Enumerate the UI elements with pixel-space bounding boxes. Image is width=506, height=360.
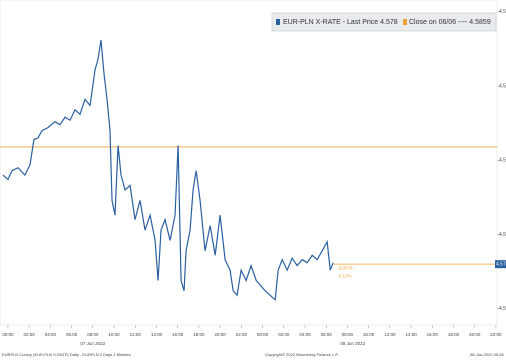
last-price-tag: [495, 260, 506, 269]
x-tick-label: 00:00: [257, 332, 269, 337]
x-tick-label: 16:00: [427, 332, 439, 337]
plot-area: [0, 0, 498, 326]
legend-swatch: [276, 19, 280, 25]
y-tick-label: 4.595: [499, 9, 506, 15]
x-tick-label: 06:00: [321, 332, 333, 337]
x-tick-label: 04:00: [299, 332, 311, 337]
footer-text: 08-Jun-2022 09:28: [470, 352, 504, 357]
x-tick-label: 20:00: [469, 332, 481, 337]
x-tick-label: 22:00: [236, 332, 248, 337]
x-tick-label: 14:00: [151, 332, 163, 337]
date-label: 08 Jun 2022: [340, 341, 365, 346]
x-tick-label: 18:00: [193, 332, 205, 337]
footer-text: EURPLN Curncy (EUR-PLN X-RATE) Daily - E…: [2, 352, 131, 357]
y-tick-label: 4.59: [499, 83, 506, 89]
legend-swatch: [403, 19, 407, 25]
y-tick-label: 4.575: [499, 306, 506, 312]
x-tick-label: 14:00: [405, 332, 417, 337]
x-tick-label: 02:00: [24, 332, 36, 337]
footer-text: Copyright© 2022 Bloomberg Finance L.P.: [265, 352, 339, 357]
x-tick-label: 04:00: [45, 332, 57, 337]
price-line: [2, 39, 334, 302]
x-tick-label: 16:00: [172, 332, 184, 337]
legend: [271, 12, 497, 32]
x-tick-label: 06:00: [66, 332, 78, 337]
last-price-label: 4.578: [496, 261, 506, 267]
change-label: -0.17%: [337, 273, 351, 278]
x-tick-label: 02:00: [278, 332, 290, 337]
change-label: -0.0079: [337, 265, 353, 270]
x-tick-label: 12:00: [384, 332, 396, 337]
x-tick-label: 08:00: [342, 332, 354, 337]
x-tick-label: 08:00: [87, 332, 99, 337]
x-tick-label: 10:00: [363, 332, 375, 337]
x-tick-label: 18:00: [448, 332, 460, 337]
y-tick-label: 4.58: [499, 232, 506, 238]
legend-label: EUR-PLN X-RATE - Last Price 4.578: [283, 19, 398, 26]
x-tick-label: 22:00: [490, 332, 502, 337]
date-label: 07 Jun 2022: [80, 341, 105, 346]
x-tick-label: 00:00: [2, 332, 14, 337]
x-tick-label: 12:00: [130, 332, 142, 337]
legend-label: Close on 06/06 ---- 4.5859: [409, 19, 491, 26]
x-tick-label: 10:00: [108, 332, 120, 337]
x-tick-label: 20:00: [214, 332, 226, 337]
y-tick-label: 4.585: [499, 158, 506, 164]
